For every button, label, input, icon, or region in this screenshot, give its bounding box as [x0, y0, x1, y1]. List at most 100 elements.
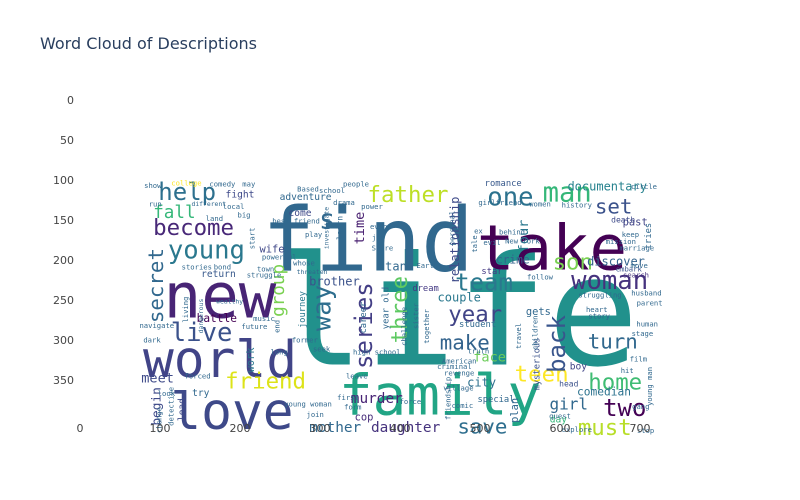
word-69: dream [412, 284, 438, 294]
word-49: come [288, 208, 311, 219]
word-65: mysterious [533, 338, 543, 391]
word-81: school [319, 186, 345, 195]
word-116: truth [468, 347, 490, 356]
word-60: relationship [448, 197, 462, 284]
word-17: set [595, 194, 633, 218]
word-128: stop [637, 426, 654, 435]
word-29: save [457, 414, 507, 438]
word-73: lead [177, 398, 188, 421]
word-33: mother [309, 420, 361, 436]
y-tick-label-5: 250 [53, 294, 74, 307]
word-25: home [588, 369, 642, 395]
word-13: meet [141, 370, 174, 386]
word-149: play [305, 230, 323, 239]
word-132: human [636, 320, 658, 329]
word-135: young man [645, 367, 654, 406]
x-tick-label-7: 700 [630, 422, 651, 435]
word-37: crime [496, 254, 530, 267]
word-161: wealthy [216, 298, 243, 306]
word-99: former [292, 336, 319, 345]
word-88: learn [336, 216, 345, 240]
word-30: girl [550, 395, 589, 414]
word-21: team [455, 268, 513, 296]
word-107: form [344, 403, 361, 412]
word-130: hit [621, 366, 634, 375]
word-84: college [171, 179, 201, 188]
word-61: gets [526, 306, 551, 318]
word-86: power [361, 202, 383, 211]
word-114: American [442, 356, 477, 365]
word-16: man [543, 177, 592, 208]
word-93: struggle [247, 271, 282, 280]
word-101: challenge [400, 307, 409, 346]
word-63: day [550, 415, 568, 426]
word-32: daughter [371, 420, 441, 436]
word-154: local [223, 202, 245, 211]
word-44: brother [309, 275, 360, 289]
word-169: end [272, 320, 281, 333]
y-axis-ticks: 0 50 100 150 200 250 300 350 [53, 94, 74, 387]
word-70: romance [485, 179, 522, 189]
word-67: student [459, 320, 496, 330]
word-62: boy [570, 362, 588, 373]
word-36: discover [587, 255, 645, 269]
word-82: high school [353, 348, 401, 357]
word-105: leave [346, 372, 368, 381]
word-78: mission [606, 237, 636, 246]
word-34: face [473, 350, 506, 366]
y-tick-label-1: 50 [60, 134, 74, 147]
word-102: together [422, 308, 431, 343]
word-87: journey [298, 291, 308, 328]
word-31: murder [351, 391, 403, 407]
word-103: sister [412, 302, 421, 329]
word-164: change [155, 407, 164, 433]
word-170: seek [313, 344, 331, 353]
word-112: comic [452, 401, 474, 410]
word-75: story [588, 312, 610, 321]
word-94: stories [182, 263, 212, 272]
word-41: city [467, 375, 496, 389]
word-168: long [271, 348, 288, 357]
word-122: women [529, 200, 551, 209]
word-95: bond [214, 263, 231, 272]
word-55: group [269, 264, 289, 317]
word-163: detective [167, 387, 176, 426]
word-91: people [343, 180, 369, 189]
word-23: make [440, 330, 490, 354]
word-126: marriage [619, 244, 654, 253]
word-10: fall [153, 203, 195, 223]
word-121: girlfriend [478, 198, 521, 207]
word-124: heart [586, 305, 608, 314]
word-123: follow [527, 272, 554, 281]
y-tick-label-4: 200 [53, 254, 74, 267]
word-142: event [370, 222, 392, 231]
word-137: tries [644, 223, 654, 249]
word-54: way [307, 285, 337, 331]
word-111: village [443, 384, 473, 393]
word-11: live [171, 318, 233, 348]
word-2: family [339, 364, 541, 429]
word-22: year [448, 301, 502, 327]
word-50: work [245, 347, 257, 373]
word-110: criminal [437, 362, 472, 371]
y-tick-label-2: 100 [53, 174, 74, 187]
word-152: threaten [297, 268, 328, 276]
word-40: stand [378, 259, 414, 273]
word-7: young [168, 235, 245, 265]
word-127: gang [632, 402, 649, 411]
word-53: back [543, 315, 571, 373]
word-18: s [319, 205, 335, 236]
word-144: personal [448, 211, 457, 246]
word-174: stage [632, 329, 654, 338]
word-57: time [352, 212, 368, 245]
y-tick-label-7: 350 [53, 374, 74, 387]
x-tick-label-4: 400 [390, 422, 411, 435]
word-71: special [477, 395, 514, 405]
word-0: life [273, 224, 639, 401]
chart-title: Word Cloud of Descriptions [40, 34, 257, 53]
word-76: search [623, 271, 649, 280]
word-43: battle [197, 312, 238, 325]
word-8: become [153, 215, 234, 241]
word-42: comedian [577, 386, 631, 399]
